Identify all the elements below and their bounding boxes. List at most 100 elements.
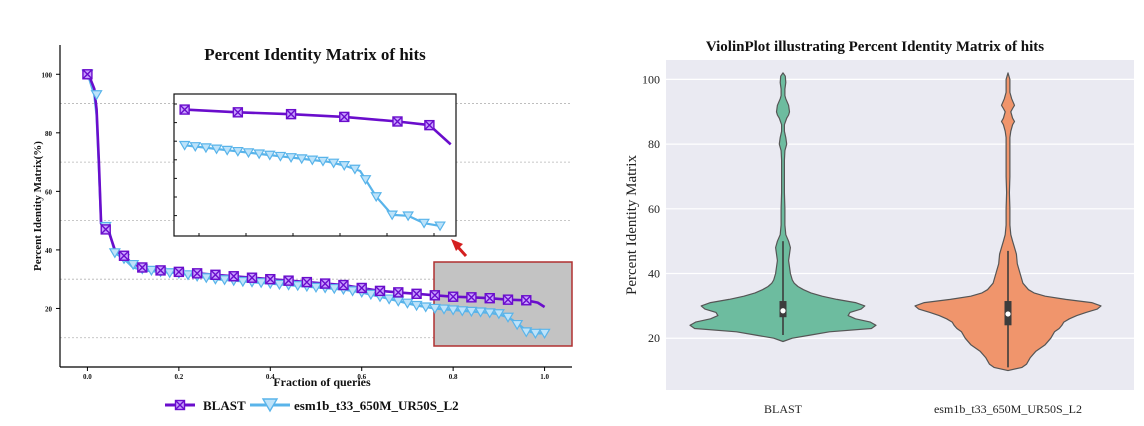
violin-median bbox=[1005, 311, 1011, 317]
inset-frame bbox=[173, 93, 457, 237]
legend-item-blast: BLAST bbox=[165, 398, 246, 413]
violin-x-tick-label: BLAST bbox=[764, 402, 803, 416]
x-tick-label: 0.6 bbox=[357, 373, 366, 381]
marker-esm bbox=[273, 279, 286, 291]
marker-esm bbox=[483, 308, 496, 319]
inset-marker-blast bbox=[392, 116, 403, 127]
marker-esm bbox=[236, 276, 249, 288]
x-tick-label: 0.4 bbox=[266, 373, 275, 381]
violin-median bbox=[780, 308, 786, 314]
legend-marker-blast bbox=[174, 399, 186, 411]
inset-marker-esm bbox=[242, 148, 255, 159]
violin-ticks: 20 40 60 80 100 BLAST esm1b_t33_650M_UR50S_L2 bbox=[642, 72, 1082, 416]
marker-esm bbox=[309, 282, 323, 294]
marker-esm bbox=[108, 248, 121, 259]
marker-blast bbox=[466, 292, 477, 303]
marker-esm bbox=[127, 259, 140, 271]
violin-blast bbox=[689, 72, 877, 343]
violin-esm bbox=[914, 72, 1102, 372]
marker-blast bbox=[82, 69, 93, 80]
marker-esm bbox=[465, 306, 478, 318]
marker-blast bbox=[484, 293, 495, 304]
marker-blast bbox=[191, 268, 203, 279]
inset-marker-esm bbox=[232, 146, 244, 157]
violin-y-axis-label: Percent Identity Matrix bbox=[624, 155, 640, 295]
inset-marker-esm bbox=[189, 142, 202, 153]
marker-esm bbox=[447, 305, 460, 316]
legend-label-esm: esm1b_t33_650M_UR50S_L2 bbox=[294, 398, 459, 413]
marker-esm bbox=[383, 294, 396, 305]
x-tick-label: 0.8 bbox=[449, 373, 458, 381]
inset-marker-esm bbox=[210, 144, 223, 155]
violin-x-tick-label: esm1b_t33_650M_UR50S_L2 bbox=[934, 402, 1082, 416]
marker-esm bbox=[328, 283, 341, 295]
marker-esm bbox=[255, 278, 268, 289]
inset-marker-blast bbox=[179, 104, 190, 115]
marker-blast bbox=[411, 288, 422, 300]
line-chart-title: Percent Identity Matrix of hits bbox=[204, 45, 426, 64]
line-chart-series bbox=[81, 69, 551, 340]
violins bbox=[689, 72, 1102, 372]
line-chart: Percent Identity Matrix of hits 0.0 0.2 0.… bbox=[32, 45, 573, 413]
inset-marker-esm bbox=[359, 175, 372, 186]
marker-esm bbox=[529, 328, 542, 340]
inset-marker-blast bbox=[285, 108, 297, 120]
y-tick-label: 40 bbox=[45, 247, 53, 255]
zoom-arrow-head bbox=[451, 239, 463, 251]
inset-marker-blast bbox=[232, 107, 244, 118]
marker-esm bbox=[492, 309, 505, 320]
inset-marker-esm bbox=[200, 143, 212, 154]
inset-marker-esm bbox=[253, 149, 265, 160]
inset-marker-esm bbox=[386, 210, 399, 221]
inset-marker-blast bbox=[424, 119, 435, 131]
marker-blast bbox=[246, 272, 258, 283]
inset-marker-esm bbox=[178, 140, 191, 151]
legend: BLAST esm1b_t33_650M_UR50S_L2 bbox=[165, 398, 459, 413]
violin-y-tick-label: 100 bbox=[642, 72, 660, 86]
inset-marker-esm bbox=[317, 156, 329, 167]
marker-blast bbox=[502, 294, 514, 305]
marker-blast bbox=[338, 279, 349, 291]
marker-blast bbox=[356, 282, 367, 294]
marker-blast bbox=[173, 266, 185, 278]
marker-esm bbox=[501, 312, 515, 323]
marker-esm bbox=[90, 90, 103, 101]
marker-esm bbox=[428, 303, 441, 315]
marker-esm bbox=[200, 273, 213, 284]
inset-ticks bbox=[174, 103, 435, 236]
inset-marker-esm bbox=[274, 151, 287, 162]
inset-marker-esm bbox=[285, 153, 297, 164]
legend-label-blast: BLAST bbox=[203, 398, 246, 413]
marker-esm bbox=[163, 268, 176, 279]
inset-marker-blast bbox=[339, 111, 350, 123]
marker-esm bbox=[410, 300, 423, 312]
marker-esm bbox=[364, 289, 377, 301]
x-axis-label: Fraction of queries bbox=[273, 375, 371, 389]
marker-esm bbox=[474, 307, 487, 318]
y-tick-label: 100 bbox=[42, 71, 53, 79]
y-tick-label: 80 bbox=[45, 130, 53, 138]
marker-blast bbox=[228, 271, 239, 282]
marker-esm bbox=[520, 327, 533, 338]
marker-blast bbox=[447, 291, 459, 302]
marker-blast bbox=[521, 295, 532, 306]
inset-marker-esm bbox=[370, 192, 383, 203]
legend-marker-esm bbox=[261, 398, 279, 413]
marker-esm bbox=[419, 302, 432, 313]
marker-esm bbox=[538, 328, 551, 340]
violin-chart: ViolinPlot illustrating Percent Identity… bbox=[624, 39, 1134, 416]
inset-marker-esm bbox=[263, 150, 276, 161]
marker-blast bbox=[137, 262, 148, 273]
marker-esm bbox=[401, 298, 414, 309]
inset-marker-esm bbox=[418, 218, 430, 229]
violin-chart-title: ViolinPlot illustrating Percent Identity… bbox=[706, 39, 1044, 55]
x-tick-label: 0.0 bbox=[83, 373, 92, 381]
inset-marker-esm bbox=[221, 145, 234, 156]
y-tick-label: 20 bbox=[45, 305, 53, 313]
marker-blast bbox=[283, 275, 294, 286]
marker-esm bbox=[511, 319, 524, 331]
marker-blast bbox=[155, 265, 166, 276]
violin-grid bbox=[666, 78, 1134, 339]
marker-esm bbox=[145, 265, 158, 277]
